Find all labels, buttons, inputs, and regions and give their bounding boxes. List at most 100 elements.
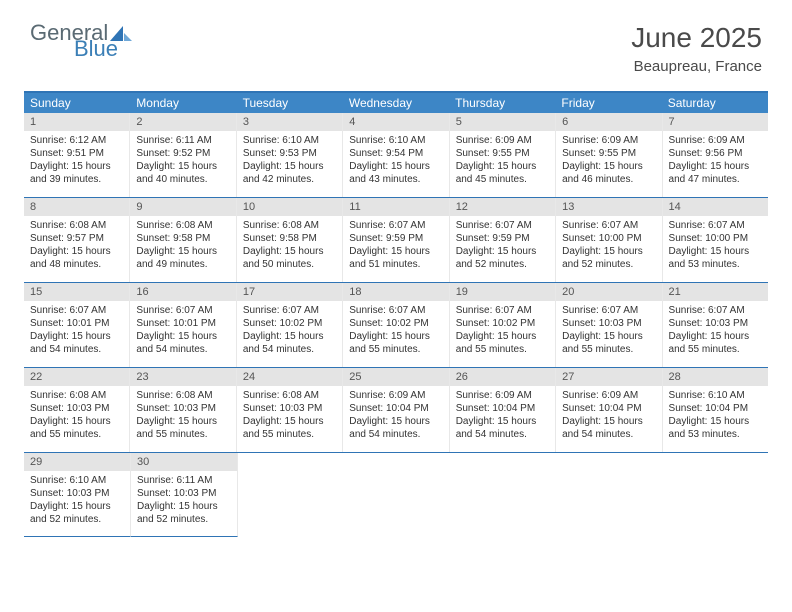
dow-cell: Wednesday (343, 93, 449, 113)
sunrise-text: Sunrise: 6:08 AM (30, 219, 123, 232)
day-cell: 10Sunrise: 6:08 AMSunset: 9:58 PMDayligh… (237, 198, 343, 282)
daylight-text: Daylight: 15 hours and 54 minutes. (456, 415, 549, 441)
sunrise-text: Sunrise: 6:08 AM (243, 389, 336, 402)
daylight-text: Daylight: 15 hours and 52 minutes. (562, 245, 655, 271)
day-cell: 28Sunrise: 6:10 AMSunset: 10:04 PMDaylig… (663, 368, 768, 452)
sunrise-text: Sunrise: 6:07 AM (456, 304, 549, 317)
day-of-week-row: SundayMondayTuesdayWednesdayThursdayFrid… (24, 93, 768, 113)
day-cell: 22Sunrise: 6:08 AMSunset: 10:03 PMDaylig… (24, 368, 130, 452)
dow-cell: Monday (130, 93, 236, 113)
day-number: 8 (24, 198, 129, 216)
sunset-text: Sunset: 10:00 PM (562, 232, 655, 245)
sunrise-text: Sunrise: 6:11 AM (136, 134, 229, 147)
day-cell: 21Sunrise: 6:07 AMSunset: 10:03 PMDaylig… (663, 283, 768, 367)
sunrise-text: Sunrise: 6:07 AM (349, 219, 442, 232)
day-body: Sunrise: 6:12 AMSunset: 9:51 PMDaylight:… (24, 131, 129, 192)
daylight-text: Daylight: 15 hours and 42 minutes. (243, 160, 336, 186)
day-body: Sunrise: 6:08 AMSunset: 10:03 PMDaylight… (24, 386, 129, 447)
sunrise-text: Sunrise: 6:09 AM (456, 134, 549, 147)
day-cell: 24Sunrise: 6:08 AMSunset: 10:03 PMDaylig… (237, 368, 343, 452)
daylight-text: Daylight: 15 hours and 52 minutes. (137, 500, 231, 526)
dow-cell: Friday (555, 93, 661, 113)
daylight-text: Daylight: 15 hours and 55 minutes. (30, 415, 123, 441)
day-number: 21 (663, 283, 768, 301)
day-body: Sunrise: 6:07 AMSunset: 10:02 PMDaylight… (343, 301, 448, 362)
day-body: Sunrise: 6:09 AMSunset: 10:04 PMDaylight… (343, 386, 448, 447)
day-body: Sunrise: 6:09 AMSunset: 9:56 PMDaylight:… (663, 131, 768, 192)
day-number: 14 (663, 198, 768, 216)
sunset-text: Sunset: 10:02 PM (243, 317, 336, 330)
day-cell: 6Sunrise: 6:09 AMSunset: 9:55 PMDaylight… (556, 113, 662, 197)
logo-text-blue: Blue (74, 38, 132, 60)
calendar: SundayMondayTuesdayWednesdayThursdayFrid… (24, 91, 768, 537)
sunrise-text: Sunrise: 6:10 AM (243, 134, 336, 147)
header: GeneralBlue June 2025 Beaupreau, France (0, 0, 792, 83)
week-row: 1Sunrise: 6:12 AMSunset: 9:51 PMDaylight… (24, 113, 768, 198)
day-cell: 23Sunrise: 6:08 AMSunset: 10:03 PMDaylig… (130, 368, 236, 452)
day-cell: 14Sunrise: 6:07 AMSunset: 10:00 PMDaylig… (663, 198, 768, 282)
day-body: Sunrise: 6:08 AMSunset: 10:03 PMDaylight… (130, 386, 235, 447)
day-number: 6 (556, 113, 661, 131)
sunset-text: Sunset: 9:58 PM (243, 232, 336, 245)
daylight-text: Daylight: 15 hours and 49 minutes. (136, 245, 229, 271)
daylight-text: Daylight: 15 hours and 54 minutes. (349, 415, 442, 441)
sunset-text: Sunset: 9:52 PM (136, 147, 229, 160)
day-cell: 19Sunrise: 6:07 AMSunset: 10:02 PMDaylig… (450, 283, 556, 367)
sunrise-text: Sunrise: 6:09 AM (456, 389, 549, 402)
day-number: 9 (130, 198, 235, 216)
daylight-text: Daylight: 15 hours and 47 minutes. (669, 160, 762, 186)
sunrise-text: Sunrise: 6:07 AM (30, 304, 123, 317)
day-body: Sunrise: 6:08 AMSunset: 9:58 PMDaylight:… (237, 216, 342, 277)
day-number: 12 (450, 198, 555, 216)
sunset-text: Sunset: 10:02 PM (456, 317, 549, 330)
day-number: 11 (343, 198, 448, 216)
sunrise-text: Sunrise: 6:07 AM (562, 304, 655, 317)
page-title: June 2025 (631, 22, 762, 54)
day-number: 30 (131, 453, 237, 471)
day-cell: 25Sunrise: 6:09 AMSunset: 10:04 PMDaylig… (343, 368, 449, 452)
day-number: 15 (24, 283, 129, 301)
sunrise-text: Sunrise: 6:07 AM (243, 304, 336, 317)
day-number: 22 (24, 368, 129, 386)
day-cell: 26Sunrise: 6:09 AMSunset: 10:04 PMDaylig… (450, 368, 556, 452)
day-body: Sunrise: 6:11 AMSunset: 9:52 PMDaylight:… (130, 131, 235, 192)
day-body: Sunrise: 6:08 AMSunset: 9:58 PMDaylight:… (130, 216, 235, 277)
daylight-text: Daylight: 15 hours and 52 minutes. (456, 245, 549, 271)
sunrise-text: Sunrise: 6:12 AM (30, 134, 123, 147)
day-number: 5 (450, 113, 555, 131)
day-number: 7 (663, 113, 768, 131)
day-number: 28 (663, 368, 768, 386)
daylight-text: Daylight: 15 hours and 55 minutes. (243, 415, 336, 441)
day-cell: 13Sunrise: 6:07 AMSunset: 10:00 PMDaylig… (556, 198, 662, 282)
day-number: 13 (556, 198, 661, 216)
dow-cell: Tuesday (237, 93, 343, 113)
dow-cell: Saturday (662, 93, 768, 113)
day-cell: 12Sunrise: 6:07 AMSunset: 9:59 PMDayligh… (450, 198, 556, 282)
day-body: Sunrise: 6:10 AMSunset: 10:04 PMDaylight… (663, 386, 768, 447)
week-row: 29Sunrise: 6:10 AMSunset: 10:03 PMDaylig… (24, 453, 768, 537)
day-cell: 11Sunrise: 6:07 AMSunset: 9:59 PMDayligh… (343, 198, 449, 282)
day-number: 10 (237, 198, 342, 216)
day-cell: 7Sunrise: 6:09 AMSunset: 9:56 PMDaylight… (663, 113, 768, 197)
day-body: Sunrise: 6:09 AMSunset: 9:55 PMDaylight:… (450, 131, 555, 192)
week-row: 8Sunrise: 6:08 AMSunset: 9:57 PMDaylight… (24, 198, 768, 283)
daylight-text: Daylight: 15 hours and 48 minutes. (30, 245, 123, 271)
daylight-text: Daylight: 15 hours and 55 minutes. (562, 330, 655, 356)
sunrise-text: Sunrise: 6:07 AM (669, 219, 762, 232)
sunset-text: Sunset: 10:04 PM (669, 402, 762, 415)
day-number: 4 (343, 113, 448, 131)
sunset-text: Sunset: 10:00 PM (669, 232, 762, 245)
day-body: Sunrise: 6:10 AMSunset: 9:54 PMDaylight:… (343, 131, 448, 192)
sunset-text: Sunset: 9:51 PM (30, 147, 123, 160)
day-number: 26 (450, 368, 555, 386)
sunset-text: Sunset: 10:03 PM (243, 402, 336, 415)
dow-cell: Sunday (24, 93, 130, 113)
day-cell: 20Sunrise: 6:07 AMSunset: 10:03 PMDaylig… (556, 283, 662, 367)
daylight-text: Daylight: 15 hours and 55 minutes. (456, 330, 549, 356)
day-cell: 15Sunrise: 6:07 AMSunset: 10:01 PMDaylig… (24, 283, 130, 367)
sunrise-text: Sunrise: 6:09 AM (562, 134, 655, 147)
day-body: Sunrise: 6:10 AMSunset: 10:03 PMDaylight… (24, 471, 130, 532)
sunset-text: Sunset: 9:54 PM (349, 147, 442, 160)
day-number: 3 (237, 113, 342, 131)
daylight-text: Daylight: 15 hours and 53 minutes. (669, 415, 762, 441)
